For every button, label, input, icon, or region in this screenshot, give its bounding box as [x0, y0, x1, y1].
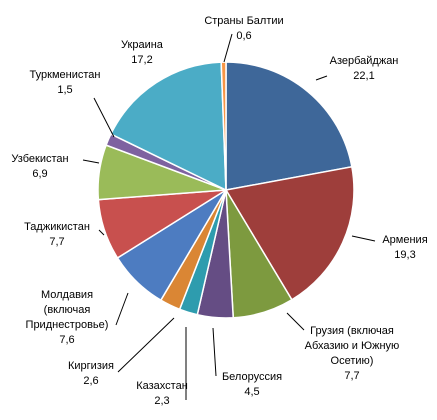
- leader-line-6: [115, 292, 129, 326]
- slice-value-label: 19,3: [394, 249, 415, 261]
- leader-line-11: [223, 33, 233, 63]
- leader-line-2: [286, 312, 305, 331]
- leader-line-9: [93, 97, 115, 138]
- slice-value-label: 2,3: [154, 395, 169, 407]
- data-label-11: Страны Балтии 0,6: [204, 15, 283, 42]
- pie-slice-1: [224, 165, 355, 301]
- data-label-0: Азербайджан 22,1: [330, 55, 399, 82]
- slices-layer: [97, 61, 355, 319]
- leader-line-1: [351, 235, 376, 242]
- slice-value-label: 2,6: [83, 375, 98, 387]
- slice-name-label: (включая: [44, 304, 91, 316]
- pie-slice-0: [225, 61, 353, 191]
- data-label-4: Казахстан 2,3: [136, 380, 188, 407]
- data-label-6: Молдавия (включая Приднестровье) 7,6: [26, 289, 109, 346]
- slice-value-label: 7,6: [59, 334, 74, 346]
- pie-slice-10: [109, 61, 227, 192]
- data-label-8: Узбекистан 6,9: [11, 153, 68, 180]
- slice-name-label: Киргизия: [68, 360, 114, 372]
- data-label-3: Белоруссия 4,5: [222, 371, 282, 398]
- slice-name-label: Абхазию и Южную: [305, 340, 400, 352]
- data-labels-layer: Азербайджан 22,1 Армения 19,3 Грузия (включа…: [11, 15, 427, 407]
- slice-value-label: 1,5: [57, 84, 72, 96]
- data-label-7: Таджикистан 7,7: [24, 221, 90, 248]
- pie-slice-11: [220, 61, 227, 191]
- slice-name-label: Армения: [382, 234, 427, 246]
- slice-name-label: Таджикистан: [24, 221, 90, 233]
- slice-name-label: Молдавия: [41, 289, 93, 301]
- slice-value-label: 17,2: [131, 54, 152, 66]
- data-label-1: Армения 19,3: [382, 234, 427, 261]
- leader-lines-layer: [82, 33, 376, 400]
- slice-name-label: Туркменистан: [30, 69, 101, 81]
- slice-value-label: 0,6: [236, 30, 251, 42]
- slice-name-label: Азербайджан: [330, 55, 399, 67]
- slice-name-label: Казахстан: [136, 380, 188, 392]
- data-label-2: Грузия (включая Абхазию и Южную Осетию) 7,7: [305, 325, 400, 382]
- leader-line-8: [82, 159, 100, 164]
- slice-value-label: 7,7: [344, 370, 359, 382]
- data-label-10: Украина 17,2: [121, 39, 164, 66]
- slice-name-label: Узбекистан: [11, 153, 68, 165]
- slice-value-label: 4,5: [244, 386, 259, 398]
- slice-name-label: Приднестровье): [26, 319, 109, 331]
- slice-value-label: 22,1: [353, 70, 374, 82]
- leader-line-7: [98, 229, 105, 236]
- data-label-5: Киргизия 2,6: [68, 360, 114, 387]
- slice-name-label: Грузия (включая: [310, 325, 394, 337]
- data-label-9: Туркменистан 1,5: [30, 69, 101, 96]
- slice-value-label: 6,9: [32, 168, 47, 180]
- slice-name-label: Украина: [121, 39, 164, 51]
- slice-name-label: Осетию): [331, 355, 374, 367]
- leader-line-3: [212, 327, 217, 377]
- leader-line-0: [315, 75, 328, 81]
- slice-name-label: Страны Балтии: [204, 15, 283, 27]
- slice-value-label: 7,7: [49, 236, 64, 248]
- slice-name-label: Белоруссия: [222, 371, 282, 383]
- leader-line-5: [117, 317, 175, 373]
